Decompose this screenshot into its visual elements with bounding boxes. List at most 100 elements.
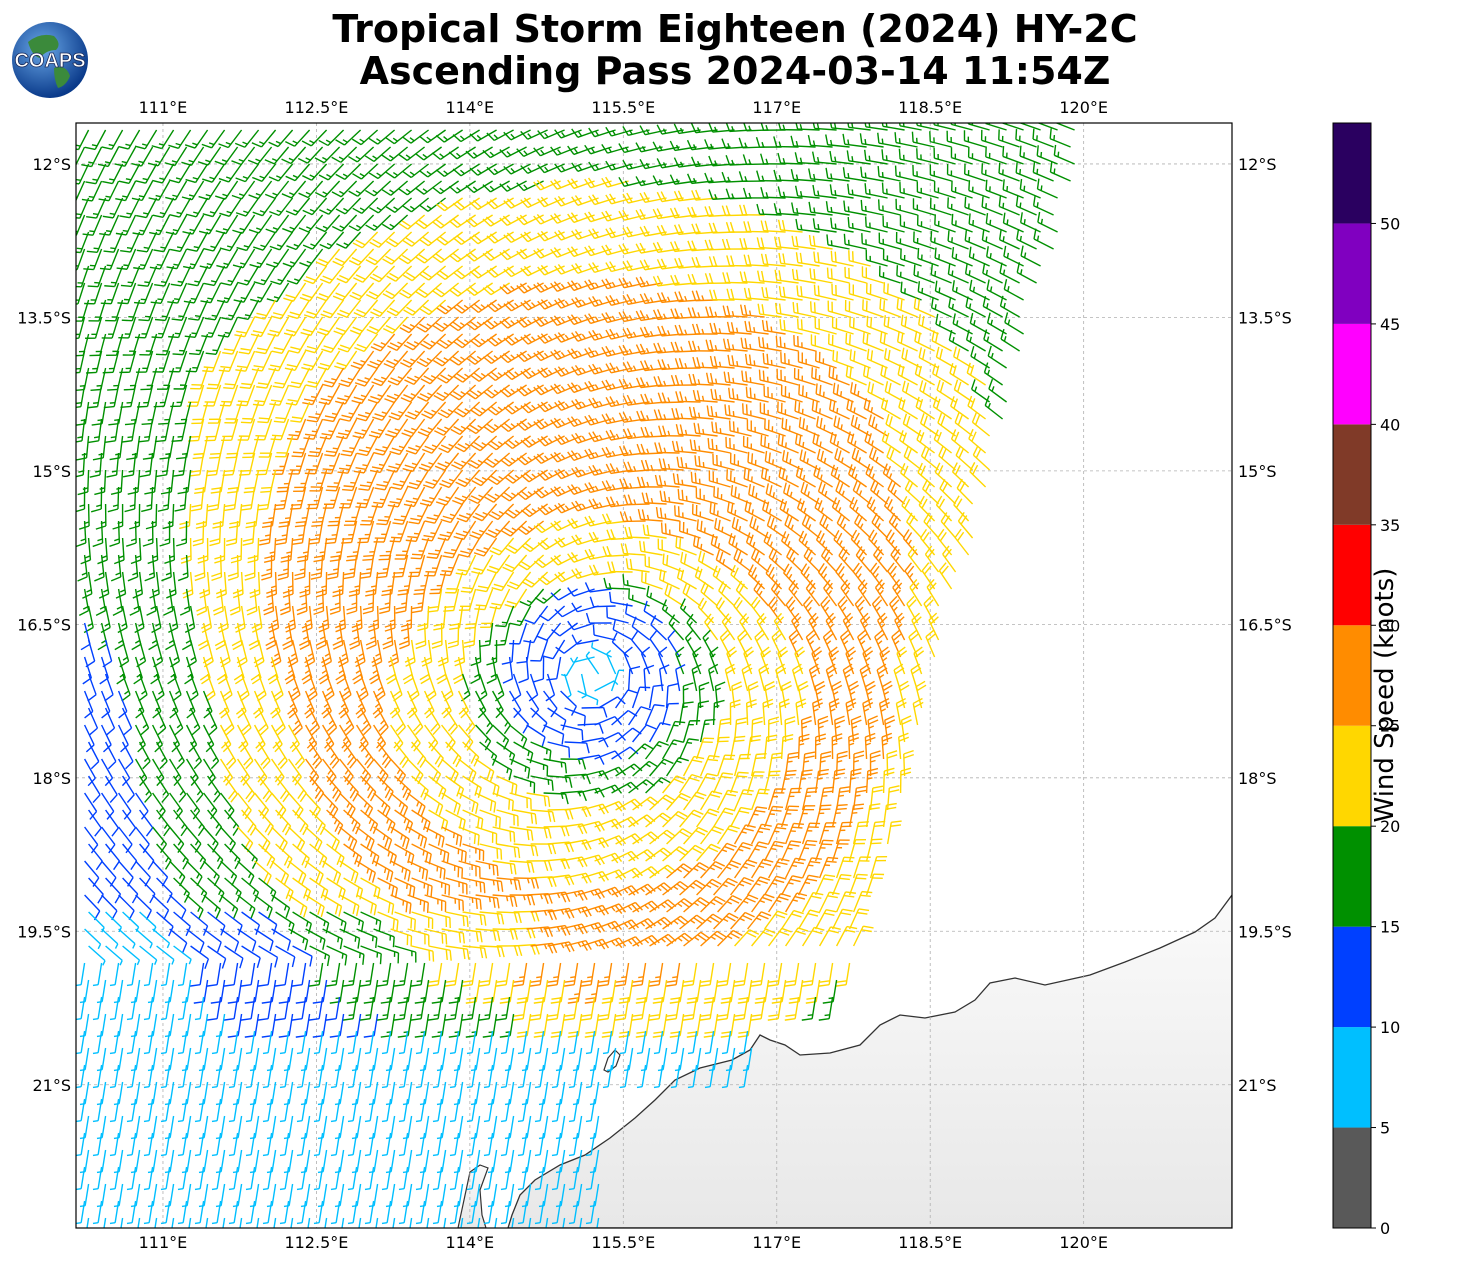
lon-tick-top: 114°E (446, 98, 495, 117)
wind-barb (790, 169, 816, 182)
wind-barb (929, 164, 952, 182)
colorbar-bin (1333, 223, 1371, 324)
wind-barb (301, 129, 328, 147)
wind-barb (336, 231, 362, 249)
wind-barb (656, 158, 684, 169)
wind-barb (738, 204, 765, 216)
wind-barb (102, 197, 124, 219)
wind-barb (807, 134, 833, 148)
lon-tick-bottom: 115.5°E (591, 1233, 655, 1252)
lon-tick-top: 112.5°E (284, 98, 348, 117)
wind-barb (364, 146, 392, 163)
wind-barb (847, 183, 871, 199)
wind-barb (652, 175, 680, 186)
wind-barb (916, 181, 939, 199)
wind-barb (520, 129, 548, 140)
wind-barb (365, 180, 392, 197)
wind-barb (947, 197, 969, 216)
wind-barb (465, 214, 493, 228)
wind-barb (669, 140, 697, 152)
wind-barb (1049, 161, 1071, 182)
wind-barb (1053, 144, 1075, 165)
wind-barb (435, 129, 463, 143)
wind-barb (656, 191, 684, 203)
wind-barb (269, 231, 294, 251)
wind-barb (285, 197, 311, 216)
wind-barb (777, 186, 803, 199)
wind-barb (981, 196, 1003, 216)
wind-barb (182, 214, 205, 235)
wind-barb (102, 163, 124, 185)
wind-barb (114, 146, 137, 167)
wind-barb (933, 181, 956, 199)
wind-barb (618, 176, 646, 187)
wind-barb (964, 196, 986, 216)
wind-barb (84, 129, 107, 151)
wind-barb (85, 163, 107, 185)
wind-barb (881, 182, 905, 199)
wind-barb (385, 231, 413, 248)
wind-barb (101, 129, 124, 150)
wind-barb (352, 231, 379, 249)
wind-barb (790, 135, 816, 148)
colorbar-title: Wind Speed (knots) (1370, 567, 1400, 823)
wind-barb (203, 231, 226, 252)
wind-barb (895, 198, 918, 216)
wind-barb (369, 197, 396, 214)
wind-barb (169, 231, 192, 253)
wind-barb (452, 163, 480, 177)
wind-barb (554, 163, 582, 173)
wind-barb (315, 214, 341, 233)
wind-barb (550, 146, 578, 156)
wind-barb (588, 228, 616, 240)
wind-barb (368, 163, 396, 180)
coastline (507, 893, 1232, 1228)
wind-barb (795, 218, 820, 233)
wind-barb (297, 146, 324, 164)
wind-barb (231, 146, 256, 166)
wind-barb (469, 129, 497, 142)
wind-barb (516, 214, 544, 226)
wind-barb (639, 225, 667, 237)
lat-tick-right: 12°S (1238, 155, 1277, 174)
wind-barb (136, 197, 158, 219)
wind-barb (115, 180, 137, 202)
wind-barb (282, 214, 307, 233)
coaps-logo: COAPS (12, 22, 88, 98)
wind-barb (950, 147, 973, 165)
wind-barb (686, 139, 714, 151)
wind-barb (673, 190, 701, 202)
lat-tick-right: 21°S (1238, 1076, 1277, 1095)
colorbar-bin (1333, 323, 1371, 425)
wind-barb (86, 231, 107, 254)
wind-barb (184, 129, 209, 149)
wind-barb (132, 214, 154, 236)
wind-barb (151, 129, 175, 150)
wind-barb (811, 151, 837, 165)
wind-barb (252, 197, 277, 217)
wind-barb (185, 163, 209, 184)
lat-tick-left: 18°S (32, 769, 71, 788)
wind-barb (808, 168, 833, 182)
wind-barb (452, 231, 480, 245)
wind-barb (402, 231, 430, 247)
wind-barb (846, 150, 871, 165)
wind-barb (365, 214, 392, 231)
wind-barb (808, 201, 833, 216)
wind-barb (601, 210, 629, 222)
wind-barb (825, 167, 850, 182)
wind-barb (465, 180, 493, 194)
wind-barb (760, 153, 786, 165)
wind-barb (894, 132, 918, 148)
wind-barb (135, 163, 158, 184)
wind-barb (76, 231, 90, 254)
wind-barb (281, 180, 307, 199)
lat-tick-left: 21°S (32, 1076, 71, 1095)
wind-barb (842, 133, 867, 148)
wind-barb (352, 197, 379, 214)
lon-tick-top: 115.5°E (591, 98, 655, 117)
wind-barb (691, 189, 718, 201)
wind-barb (635, 176, 663, 187)
wind-barb (302, 197, 328, 216)
wind-barb (998, 162, 1020, 182)
